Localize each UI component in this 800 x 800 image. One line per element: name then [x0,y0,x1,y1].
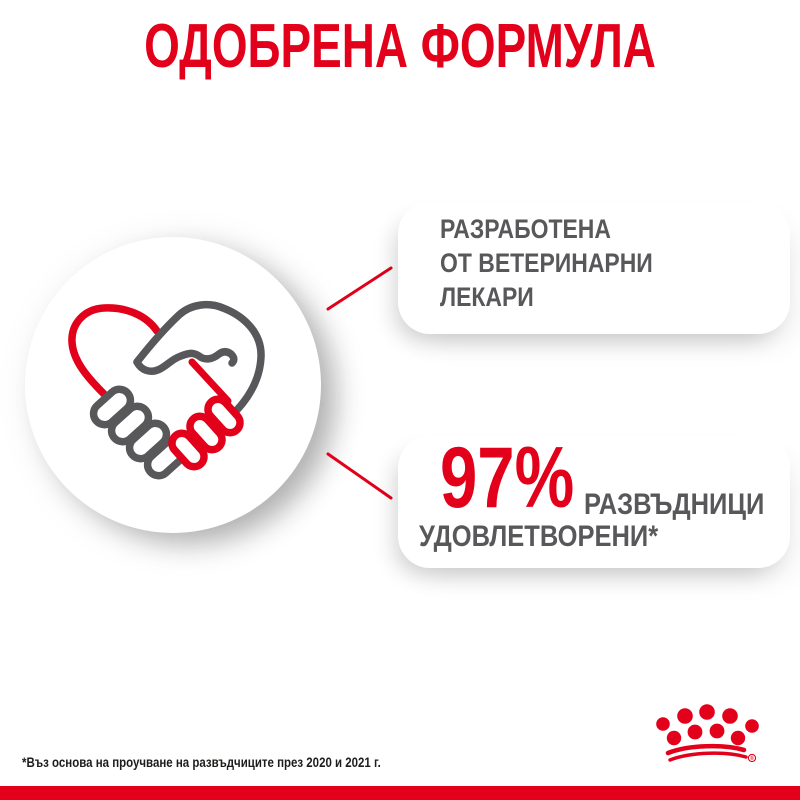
connector-line-upper [326,266,393,311]
hero-circle [25,237,321,533]
handshake-heart-icon [68,300,265,480]
connector-line-lower [326,452,393,500]
callout-card-vets [398,202,790,334]
callout-vets-text: РАЗРАБОТЕНА ОТ ВЕТЕРИНАРНИ ЛЕКАРИ [440,212,653,314]
page-title: ОДОБРЕНА ФОРМУЛА [144,12,656,81]
stat-label-below: УДОВЛЕТВОРЕНИ* [419,520,659,553]
stat-label-right: РАЗВЪДНИЦИ [584,488,765,521]
registered-mark: ® [750,755,754,762]
footnote: *Въз основа на проучване на развъдчиците… [22,754,381,770]
stat-value: 97% [440,430,575,526]
callout-vets-line1: РАЗРАБОТЕНА [440,214,611,244]
callout-vets-line3: ЛЕКАРИ [440,282,534,312]
royal-canin-crown-icon: ® [656,704,759,762]
callout-vets-line2: ОТ ВЕТЕРИНАРНИ [440,248,653,278]
brand-red-bar [0,786,800,800]
callout-card-stat [398,436,790,568]
